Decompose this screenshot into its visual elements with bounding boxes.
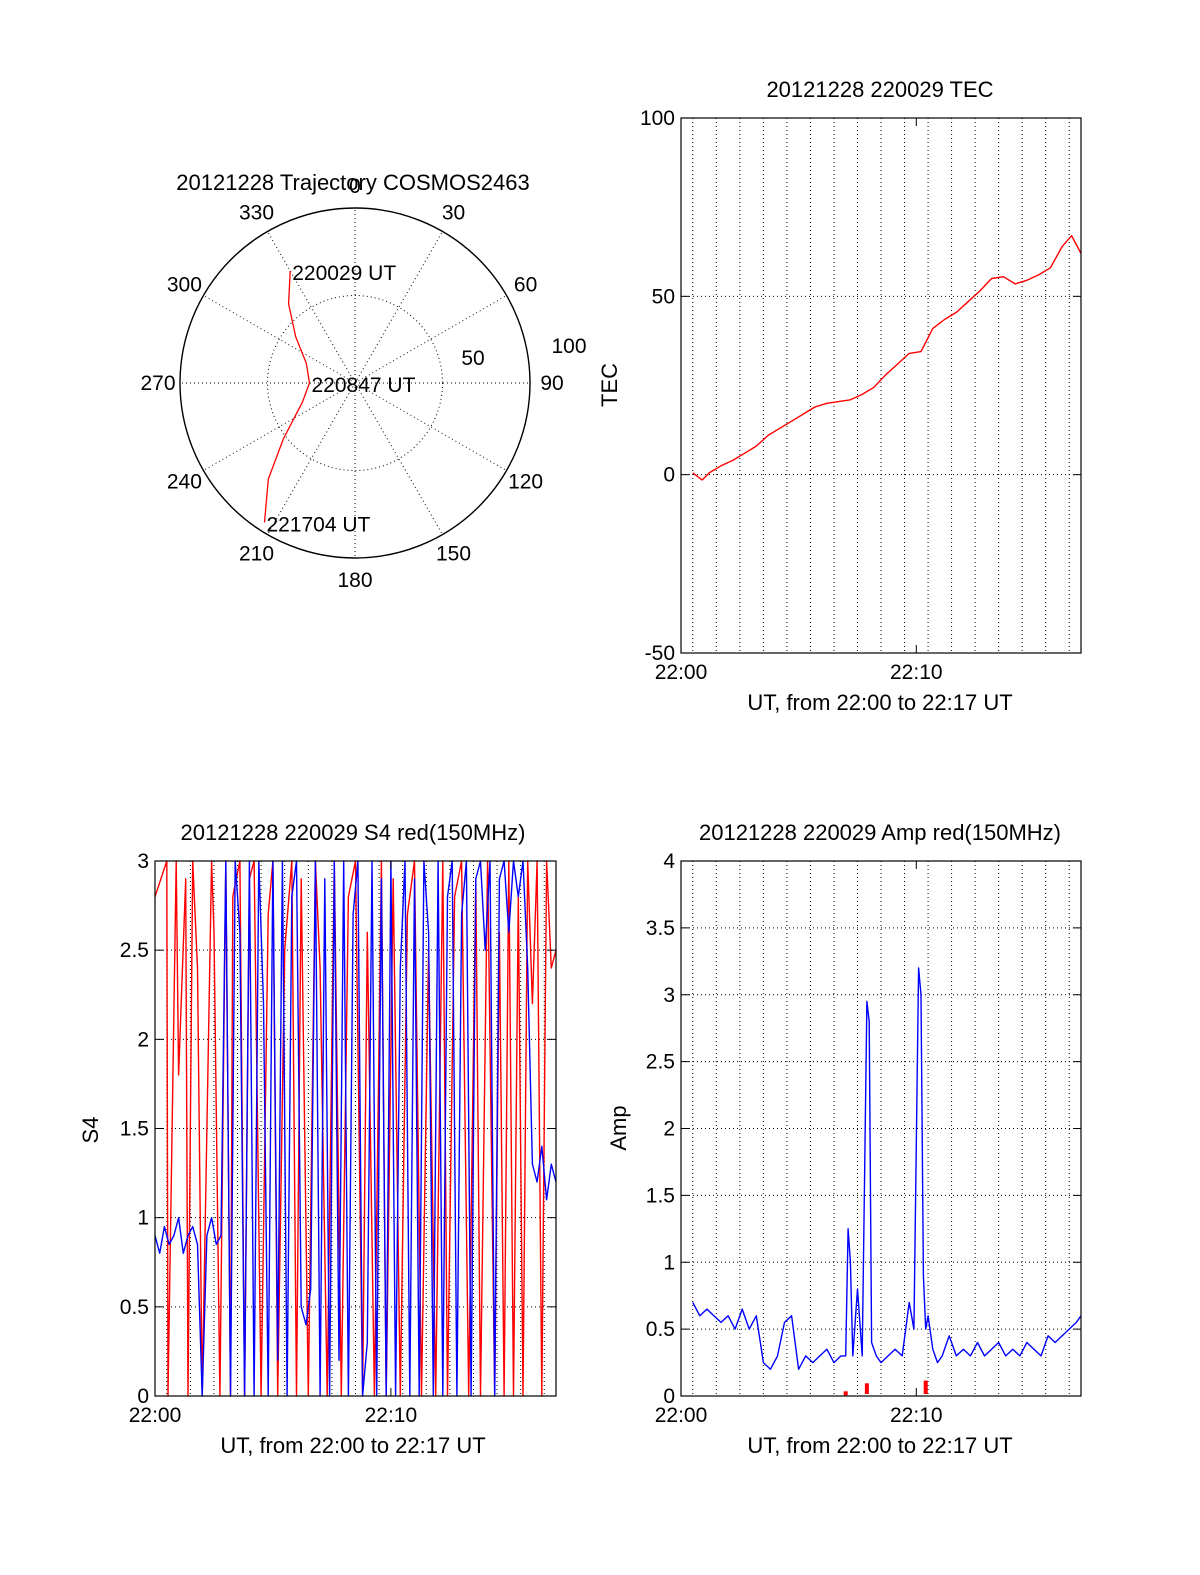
- polar-annotation: 220029 UT: [292, 262, 396, 285]
- amp-grid: [681, 861, 1081, 1396]
- s4-xlabel: UT, from 22:00 to 22:17 UT: [220, 1433, 485, 1458]
- tec-series-0-line: [692, 234, 1082, 481]
- tec-xtick-label: 22:10: [890, 661, 943, 684]
- tec-xlabel: UT, from 22:00 to 22:17 UT: [747, 690, 1012, 715]
- s4-series-1-line: [154, 860, 557, 1397]
- s4-title: 20121228 220029 S4 red(150MHz): [181, 820, 526, 845]
- tec-panel: 20121228 220029 TEC UT, from 22:00 to 22…: [597, 77, 1082, 715]
- s4-ylabel: S4: [78, 1117, 103, 1144]
- amp-ytick-label: 0.5: [646, 1318, 675, 1341]
- polar-angle-label: 30: [442, 201, 465, 224]
- polar-spoke: [354, 382, 443, 535]
- amp-ylabel: Amp: [606, 1105, 631, 1150]
- amp-ytick-label: 4: [663, 850, 675, 873]
- polar-angle-label: 300: [167, 274, 202, 297]
- amp-xlabel: UT, from 22:00 to 22:17 UT: [747, 1433, 1012, 1458]
- polar-angle-label: 270: [140, 372, 175, 395]
- polar-angle-label: 0: [349, 175, 361, 198]
- polar-trajectory-line: [263, 270, 311, 523]
- s4-xtick-label: 22:00: [129, 1404, 182, 1427]
- s4-ytick-label: 3: [137, 850, 149, 873]
- polar-angle-label: 180: [337, 569, 372, 592]
- s4-series-0-line: [154, 860, 557, 1397]
- s4-ytick-label: 1: [137, 1207, 149, 1230]
- amp-title: 20121228 220029 Amp red(150MHz): [699, 820, 1061, 845]
- polar-radial-label: 100: [551, 335, 586, 358]
- s4-ytick-label: 2: [137, 1028, 149, 1051]
- polar-radial-label: 50: [461, 347, 484, 370]
- polar-angle-label: 210: [239, 543, 274, 566]
- s4-grid: [155, 861, 556, 1396]
- tec-ytick-label: -50: [645, 642, 675, 665]
- polar-trajectory-panel: 20121228 Trajectory COSMOS2463 50 100 0 30 6…: [140, 170, 586, 592]
- polar-angle-label: 240: [167, 471, 202, 494]
- tec-ytick-label: 50: [652, 285, 675, 308]
- amp-ytick-label: 3: [663, 984, 675, 1007]
- polar-outer-circle: [179, 207, 531, 559]
- s4-xtick-label: 22:10: [365, 1404, 418, 1427]
- amp-xtick-label: 22:00: [655, 1404, 708, 1427]
- amp-ytick-label: 2: [663, 1118, 675, 1141]
- amp-ytick-label: 1.5: [646, 1184, 675, 1207]
- amp-ytick-label: 2.5: [646, 1051, 675, 1074]
- polar-annotation: 221704 UT: [266, 513, 370, 536]
- polar-title: 20121228 Trajectory COSMOS2463: [176, 170, 529, 195]
- polar-angle-label: 90: [540, 372, 563, 395]
- amp-ytick-label: 3.5: [646, 917, 675, 940]
- amp-series-1-point: [923, 1380, 928, 1394]
- amp-xtick-label: 22:10: [890, 1404, 943, 1427]
- tec-xtick-label: 22:00: [655, 661, 708, 684]
- polar-annotation: 220847 UT: [312, 374, 416, 397]
- polar-angle-label: 60: [514, 274, 537, 297]
- amp-ytick-label: 1: [663, 1251, 675, 1274]
- polar-ring: [267, 295, 443, 471]
- amp-panel: 20121228 220029 Amp red(150MHz) UT, from…: [606, 820, 1082, 1458]
- s4-ytick-label: 0.5: [120, 1296, 149, 1319]
- tec-ytick-label: 0: [663, 464, 675, 487]
- s4-ytick-label: 0: [137, 1385, 149, 1408]
- amp-series-1-point: [843, 1391, 848, 1396]
- polar-spoke: [267, 231, 356, 384]
- amp-ytick-label: 0: [663, 1385, 675, 1408]
- polar-angle-label: 150: [436, 543, 471, 566]
- tec-title: 20121228 220029 TEC: [766, 77, 993, 102]
- polar-spoke: [267, 382, 356, 535]
- tec-frame: [680, 117, 1082, 654]
- s4-ytick-label: 1.5: [120, 1118, 149, 1141]
- s4-panel: 20121228 220029 S4 red(150MHz) UT, from …: [78, 820, 557, 1458]
- polar-spoke: [354, 231, 443, 384]
- s4-ytick-label: 2.5: [120, 939, 149, 962]
- polar-angle-label: 330: [239, 201, 274, 224]
- polar-angle-label: 120: [508, 471, 543, 494]
- tec-ylabel: TEC: [597, 363, 622, 407]
- amp-series-0-line: [692, 967, 1082, 1371]
- amp-series-1-point: [864, 1383, 869, 1394]
- tec-grid: [681, 118, 1081, 653]
- tec-ytick-label: 100: [640, 107, 675, 130]
